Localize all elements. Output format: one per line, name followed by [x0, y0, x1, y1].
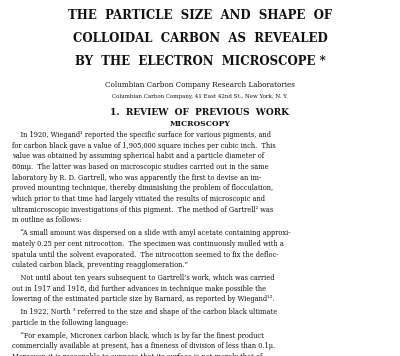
Text: which prior to that time had largely vitiated the results of microscopic and: which prior to that time had largely vit…	[12, 195, 265, 203]
Text: spatula until the solvent evaporated.  The nitrocotton seemed to fix the defloc-: spatula until the solvent evaporated. Th…	[12, 251, 278, 258]
Text: Columbian Carbon Company, 41 East 42nd St., New York, N. Y.: Columbian Carbon Company, 41 East 42nd S…	[112, 94, 288, 99]
Text: In 1922, North ³ referred to the size and shape of the carbon black ultimate: In 1922, North ³ referred to the size an…	[12, 308, 277, 316]
Text: for carbon black gave a value of 1,905,000 square inches per cubic inch.  This: for carbon black gave a value of 1,905,0…	[12, 142, 276, 150]
Text: Columbian Carbon Company Research Laboratories: Columbian Carbon Company Research Labora…	[105, 81, 295, 89]
Text: 1.  REVIEW  OF  PREVIOUS  WORK: 1. REVIEW OF PREVIOUS WORK	[110, 108, 290, 116]
Text: culated carbon black, preventing reagglomeration.”: culated carbon black, preventing reagglo…	[12, 261, 188, 269]
Text: mately 0.25 per cent nitrocotton.  The specimen was continuously mulled with a: mately 0.25 per cent nitrocotton. The sp…	[12, 240, 284, 248]
Text: “A small amount was dispersed on a slide with amyl acetate containing approxi-: “A small amount was dispersed on a slide…	[12, 229, 290, 237]
Text: THE  PARTICLE  SIZE  AND  SHAPE  OF: THE PARTICLE SIZE AND SHAPE OF	[68, 9, 332, 22]
Text: “For example, Micronex carbon black, which is by far the finest product: “For example, Micronex carbon black, whi…	[12, 332, 264, 340]
Text: COLLOIDAL  CARBON  AS  REVEALED: COLLOIDAL CARBON AS REVEALED	[73, 32, 327, 45]
Text: ultramicroscopic investigations of this pigment.  The method of Gartrell² was: ultramicroscopic investigations of this …	[12, 206, 273, 214]
Text: particle in the following language:: particle in the following language:	[12, 319, 128, 327]
Text: In 1920, Wiegand¹ reported the specific surface for various pigments, and: In 1920, Wiegand¹ reported the specific …	[12, 131, 271, 139]
Text: Not until about ten years subsequent to Gartrell’s work, which was carried: Not until about ten years subsequent to …	[12, 274, 274, 282]
Text: commercially available at present, has a fineness of division of less than 0.1μ.: commercially available at present, has a…	[12, 342, 275, 350]
Text: 80mμ.  The latter was based on microscopic studies carried out in the same: 80mμ. The latter was based on microscopi…	[12, 163, 269, 171]
Text: value was obtained by assuming spherical habit and a particle diameter of: value was obtained by assuming spherical…	[12, 152, 264, 160]
Text: laboratory by R. D. Gartrell, who was apparently the first to devise an im-: laboratory by R. D. Gartrell, who was ap…	[12, 174, 261, 182]
Text: proved mounting technique, thereby diminishing the problem of flocculation,: proved mounting technique, thereby dimin…	[12, 184, 273, 192]
Text: MICROSCOPY: MICROSCOPY	[170, 120, 230, 128]
Text: lowering of the estimated particle size by Barnard, as reported by Wiegand¹².: lowering of the estimated particle size …	[12, 295, 274, 303]
Text: BY  THE  ELECTRON  MICROSCOPE *: BY THE ELECTRON MICROSCOPE *	[75, 55, 325, 68]
Text: Moreover, it is reasonable to suppose that its surface is not merely that of: Moreover, it is reasonable to suppose th…	[12, 353, 262, 356]
Text: in outline as follows:: in outline as follows:	[12, 216, 82, 224]
Text: out in 1917 and 1918, did further advances in technique make possible the: out in 1917 and 1918, did further advanc…	[12, 285, 266, 293]
